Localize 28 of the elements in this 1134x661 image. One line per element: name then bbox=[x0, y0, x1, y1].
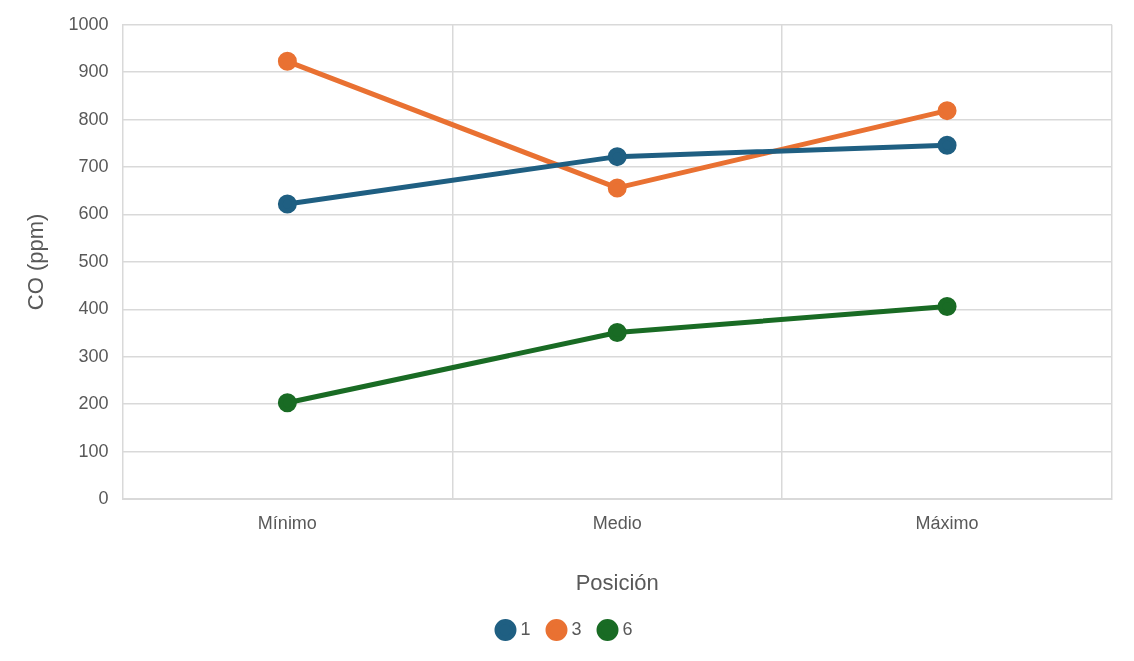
point bbox=[937, 296, 957, 316]
point bbox=[277, 393, 297, 413]
legend-label: 1 bbox=[520, 618, 531, 639]
point bbox=[937, 135, 957, 155]
y-tick-label: 300 bbox=[78, 345, 109, 366]
point bbox=[937, 101, 957, 121]
y-axis-title: CO (ppm) bbox=[23, 213, 49, 311]
y-tick-label: 900 bbox=[78, 61, 109, 82]
y-tick-label: 800 bbox=[78, 108, 109, 129]
y-tick-label: 700 bbox=[78, 156, 109, 177]
x-tick-label: Máximo bbox=[915, 512, 979, 533]
legend-label: 3 bbox=[571, 618, 582, 639]
y-tick-label: 200 bbox=[78, 393, 109, 414]
x-tick-label: Medio bbox=[592, 512, 642, 533]
y-tick-label: 400 bbox=[78, 298, 109, 319]
x-axis-title: Posición bbox=[575, 569, 659, 595]
point bbox=[277, 51, 297, 71]
x-tick-label: Mínimo bbox=[257, 512, 317, 533]
y-tick-label: 1000 bbox=[68, 13, 109, 34]
y-tick-label: 600 bbox=[78, 203, 109, 224]
point bbox=[277, 194, 297, 214]
y-tick-label: 100 bbox=[78, 440, 109, 461]
y-tick-label: 0 bbox=[98, 487, 109, 508]
point bbox=[607, 147, 627, 167]
point bbox=[607, 323, 627, 343]
y-tick-label: 500 bbox=[78, 250, 109, 271]
legend-label: 6 bbox=[622, 618, 633, 639]
point bbox=[607, 178, 627, 198]
